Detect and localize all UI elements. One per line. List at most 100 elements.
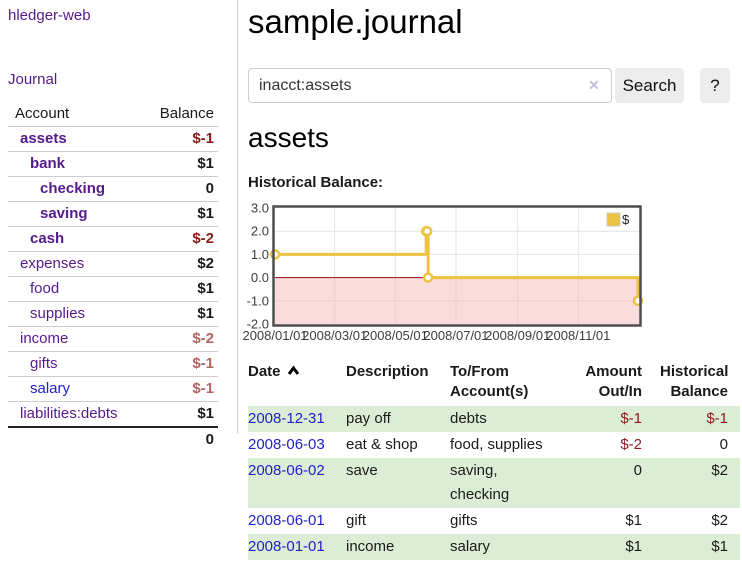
transaction-date-link[interactable]: 2008-01-01 [248, 538, 325, 555]
svg-text:2008/03/01: 2008/03/01 [302, 328, 367, 343]
accounts-total-value: 0 [8, 426, 218, 452]
transaction-accounts: saving, checking [450, 462, 510, 503]
account-row: expenses $2 [8, 251, 218, 277]
account-row: bank $1 [8, 151, 218, 177]
account-balance: $1 [145, 301, 218, 327]
account-name-cell: gifts [8, 351, 146, 377]
balance-chart-svg: $3.0 2.0 1.0 0.0 -1.0 -2.02008/01/012008/03/0… [242, 201, 644, 343]
account-name-cell: cash [8, 226, 146, 252]
page-title: sample.journal [248, 3, 463, 40]
account-name-cell: saving [8, 201, 146, 227]
account-balance: $-1 [145, 351, 218, 377]
account-name-cell: bank [8, 151, 146, 177]
svg-text:2008/09/01: 2008/09/01 [485, 328, 550, 343]
transaction-date-cell: 2008-06-03 [248, 432, 346, 458]
transaction-description: eat & shop [346, 436, 418, 453]
account-link[interactable]: liabilities:debts [20, 405, 118, 422]
transaction-date-cell: 2008-12-31 [248, 406, 346, 432]
svg-text:1.0: 1.0 [251, 247, 269, 262]
historical-balance-label: Historical Balance: [248, 174, 384, 191]
account-balance: 0 [145, 176, 218, 202]
register-header-row: Date Description To/From Account(s) Amou… [248, 360, 740, 406]
accounts-total-row: 0 [8, 426, 218, 452]
transaction-balance: $-1 [706, 410, 728, 427]
svg-text:-1.0: -1.0 [247, 293, 269, 308]
account-balance: $-1 [145, 376, 218, 402]
account-link[interactable]: supplies [30, 305, 86, 322]
accounts-header-account: Account [15, 105, 70, 122]
account-name-cell: salary [8, 376, 146, 402]
account-balance: $1 [145, 401, 218, 427]
transaction-amount: $-1 [620, 410, 642, 427]
accounts-header-row: Account Balance [8, 101, 218, 127]
account-balance: $2 [145, 251, 218, 277]
svg-text:-2.0: -2.0 [247, 317, 269, 332]
account-balance: $-1 [145, 126, 218, 152]
account-balance: $-2 [145, 226, 218, 252]
account-link[interactable]: income [20, 330, 69, 347]
account-link[interactable]: food [30, 280, 60, 297]
svg-text:2008/11/01: 2008/11/01 [546, 328, 610, 343]
svg-text:$: $ [622, 212, 630, 227]
account-row: salary $-1 [8, 376, 218, 402]
search-form: ✕ Search ? [248, 68, 742, 103]
transaction-row: 2008-12-31 pay off debts $-1 $-1 [248, 406, 740, 432]
account-link[interactable]: salary [30, 380, 71, 397]
svg-text:3.0: 3.0 [251, 202, 269, 216]
transaction-accounts: gifts [450, 512, 478, 529]
main-panel: sample.journal ✕ Search ? assets Histori… [242, 0, 742, 582]
search-button[interactable]: Search [615, 68, 684, 103]
svg-text:0.0: 0.0 [251, 270, 269, 285]
transaction-row: 2008-06-02 save saving, checking 0 $2 [248, 458, 740, 508]
account-link[interactable]: expenses [20, 255, 85, 272]
account-row: liabilities:debts $1 [8, 401, 218, 427]
register-header-account: To/From Account(s) [450, 363, 529, 400]
account-name-cell: assets [8, 126, 146, 152]
transaction-date-cell: 2008-06-01 [248, 508, 346, 534]
svg-text:2008/05/01: 2008/05/01 [363, 328, 428, 343]
sidebar-item-journal[interactable]: Journal [8, 71, 58, 88]
transaction-row: 2008-06-03 eat & shop food, supplies $-2 0 [248, 432, 740, 458]
account-name-cell: checking [8, 176, 146, 202]
transaction-description: gift [346, 512, 367, 529]
transaction-date-link[interactable]: 2008-12-31 [248, 410, 325, 427]
account-row: saving $1 [8, 201, 218, 227]
account-row: income $-2 [8, 326, 218, 352]
account-balance: $1 [145, 276, 218, 302]
account-link[interactable]: assets [20, 130, 67, 147]
transaction-accounts: salary [450, 538, 491, 555]
account-link[interactable]: bank [30, 155, 66, 172]
transaction-row: 2008-06-01 gift gifts $1 $2 [248, 508, 740, 534]
transaction-balance: $1 [711, 538, 728, 555]
account-row: cash $-2 [8, 226, 218, 252]
transaction-date-link[interactable]: 2008-06-01 [248, 512, 325, 529]
transaction-balance: $2 [711, 512, 728, 529]
register-header-date-sort[interactable]: Date [248, 360, 346, 406]
account-row: checking 0 [8, 176, 218, 202]
account-link[interactable]: cash [30, 230, 65, 247]
transaction-date-link[interactable]: 2008-06-03 [248, 436, 325, 453]
sidebar: hledger-web Journal Account Balance asse… [0, 0, 238, 452]
help-button[interactable]: ? [700, 68, 730, 103]
search-input[interactable] [248, 68, 612, 103]
transaction-amount: $-2 [620, 436, 642, 453]
transaction-date-cell: 2008-01-01 [248, 534, 346, 560]
register-header-date-label: Date [248, 363, 281, 380]
clear-search-icon[interactable]: ✕ [588, 77, 600, 93]
account-name-cell: supplies [8, 301, 146, 327]
transaction-row: 2008-01-01 income salary $1 $1 [248, 534, 740, 560]
app-title-link[interactable]: hledger-web [8, 7, 91, 24]
svg-text:2.0: 2.0 [251, 224, 269, 239]
svg-text:2008/01/01: 2008/01/01 [243, 328, 308, 343]
account-name-cell: income [8, 326, 146, 352]
account-balance: $1 [145, 201, 218, 227]
transaction-date-link[interactable]: 2008-06-02 [248, 462, 325, 479]
transaction-description: pay off [346, 410, 391, 427]
transaction-amount: $1 [625, 538, 642, 555]
account-row: food $1 [8, 276, 218, 302]
svg-text:2008/07/01: 2008/07/01 [423, 328, 488, 343]
account-link[interactable]: saving [40, 205, 88, 222]
account-link[interactable]: gifts [30, 355, 58, 372]
account-link[interactable]: checking [40, 180, 106, 197]
transaction-description: income [346, 538, 395, 555]
